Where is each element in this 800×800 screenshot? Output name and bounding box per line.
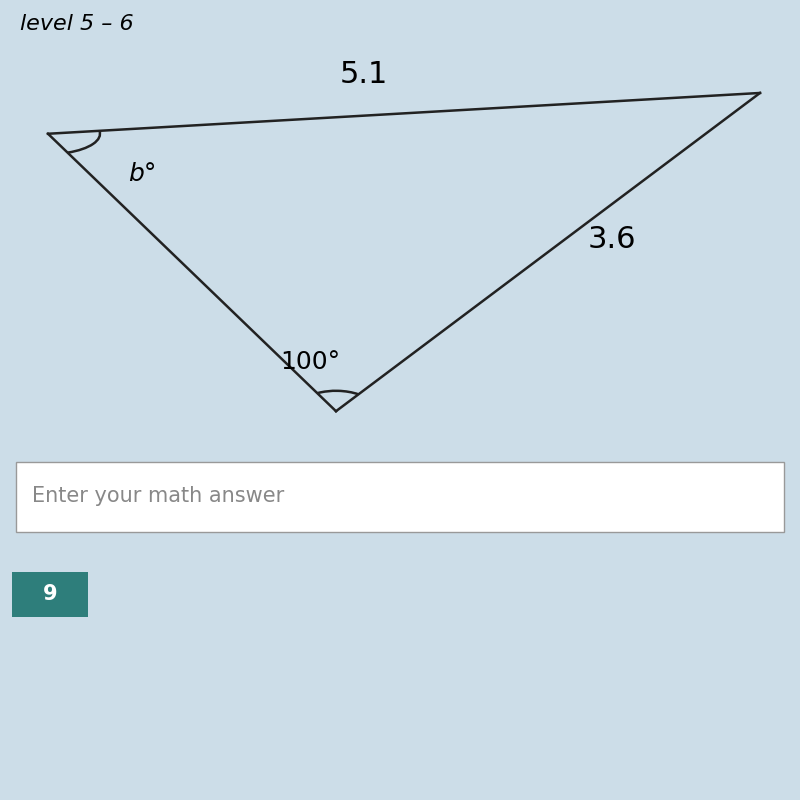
- Text: 5.1: 5.1: [340, 60, 388, 89]
- Text: 100°: 100°: [280, 350, 340, 374]
- Text: b°: b°: [128, 162, 156, 186]
- Text: 9: 9: [42, 584, 58, 604]
- Text: level 5 – 6: level 5 – 6: [20, 14, 134, 34]
- Text: 3.6: 3.6: [588, 226, 637, 254]
- FancyBboxPatch shape: [16, 462, 784, 532]
- Text: Enter your math answer: Enter your math answer: [32, 486, 284, 506]
- FancyBboxPatch shape: [12, 572, 88, 617]
